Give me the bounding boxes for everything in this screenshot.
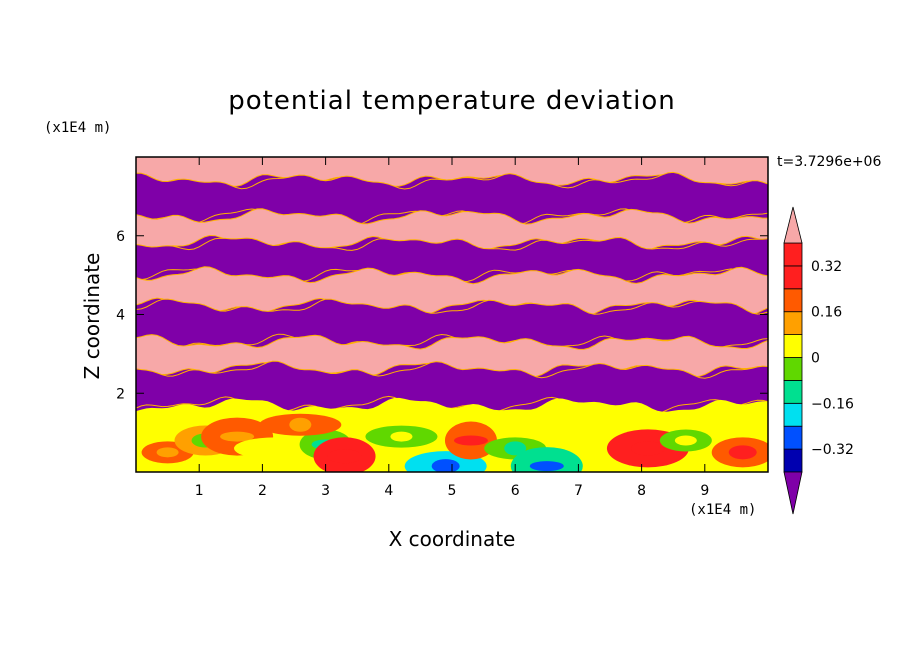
colorbar-segment	[783, 379, 803, 404]
colorbar-extend-bottom	[783, 471, 803, 515]
chart-title: potential temperature deviation	[228, 86, 676, 116]
field-eddy-core	[289, 417, 312, 432]
field-eddy-core	[630, 441, 665, 456]
colorbar-segment	[783, 311, 803, 336]
colorbar-segment	[783, 265, 803, 290]
x-tick-label: 3	[321, 483, 330, 499]
contour-field	[136, 157, 768, 472]
y-tick-label: 6	[116, 229, 125, 245]
colorbar-segment	[783, 448, 803, 473]
colorbar-segment	[783, 288, 803, 313]
field-layer	[136, 236, 768, 283]
colorbar-segment	[783, 425, 803, 450]
y-axis: 2 4 6	[116, 229, 768, 402]
y-axis-unit: (x1E4 m)	[44, 120, 112, 136]
colorbar-extend-top	[783, 206, 803, 244]
colorbar-segment	[783, 357, 803, 381]
colorbar-label: 0.16	[811, 305, 842, 321]
colorbar-label: −0.16	[811, 396, 854, 412]
field-eddy-core	[431, 459, 460, 472]
colorbar: 0.32 0.16 0 −0.16 −0.32	[783, 206, 854, 515]
x-tick-label: 1	[195, 483, 204, 499]
x-tick-label: 8	[637, 483, 646, 499]
colorbar-label: 0	[811, 351, 820, 367]
field-eddy-core	[529, 461, 564, 472]
x-tick-label: 2	[258, 483, 267, 499]
x-axis-unit: (x1E4 m)	[689, 502, 757, 518]
y-tick-label: 4	[116, 308, 125, 324]
field-eddy-core	[220, 431, 255, 442]
x-axis: 1 2 3 4 5 6 7 8 9	[195, 157, 709, 499]
colorbar-label: −0.32	[811, 442, 854, 458]
field-eddy	[510, 447, 583, 472]
field-eddy-core	[674, 435, 697, 446]
field-layer	[136, 360, 768, 414]
x-tick-label: 7	[574, 483, 583, 499]
colorbar-segment	[783, 402, 803, 427]
field-eddy-core	[728, 445, 757, 460]
field-eddy-core	[327, 449, 362, 464]
field-eddy-core	[504, 441, 527, 456]
colorbar-segment	[783, 334, 803, 358]
field-eddy-core	[390, 431, 413, 442]
x-tick-label: 4	[384, 483, 393, 499]
x-tick-label: 5	[448, 483, 457, 499]
y-tick-label: 2	[116, 386, 125, 402]
x-tick-label: 6	[511, 483, 520, 499]
field-eddy-core	[264, 441, 287, 456]
field-eddy-core	[583, 423, 612, 434]
colorbar-label: 0.32	[811, 259, 842, 275]
x-tick-label: 9	[700, 483, 709, 499]
field-eddy-core	[453, 435, 488, 446]
colorbar-segment	[783, 242, 803, 267]
x-axis-label-text: X coordinate	[388, 527, 516, 551]
time-label: t=3.7296e+06	[777, 154, 882, 170]
x-axis-label: X coordinate	[0, 527, 904, 551]
field-eddy-core	[156, 447, 179, 458]
